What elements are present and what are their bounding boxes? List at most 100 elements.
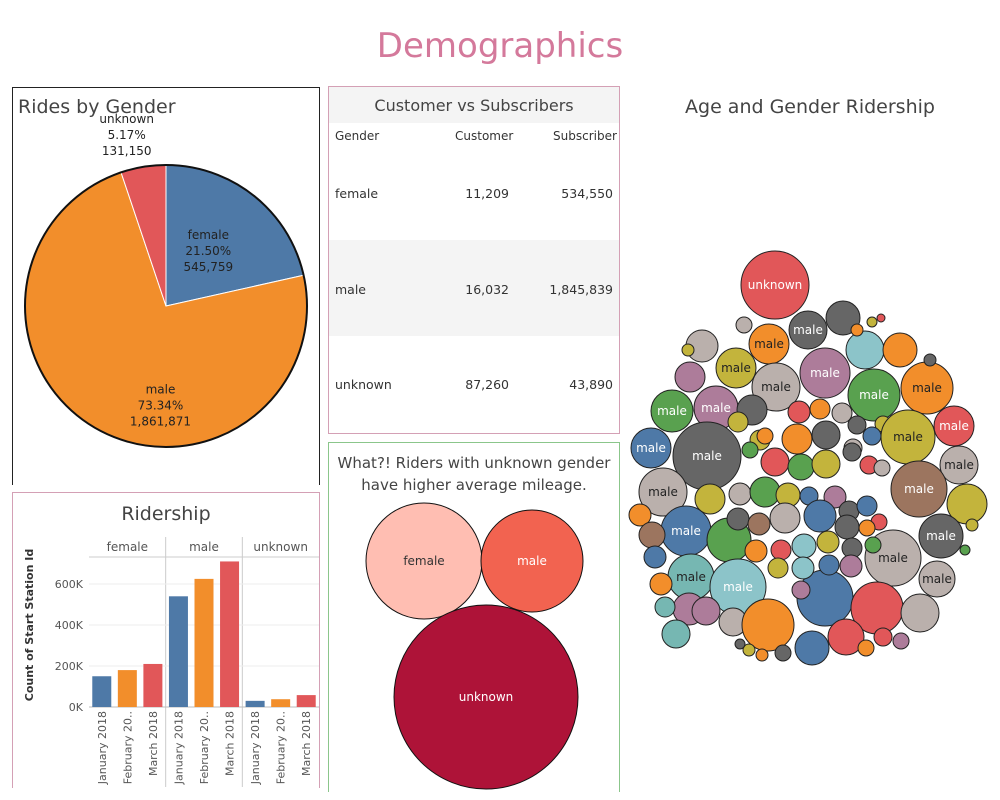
cluster-bubble [728, 482, 752, 506]
cluster-bubble [794, 630, 830, 666]
cluster-bubble-label: male [701, 401, 731, 415]
cluster-bubble-male [788, 310, 828, 350]
cluster-bubble [900, 593, 940, 633]
cluster-bubble [791, 533, 817, 559]
cluster-bubble [749, 476, 781, 508]
mileage-title-line1: What?! Riders with unknown gender [337, 454, 611, 472]
cluster-bubble [816, 530, 840, 554]
cluster-bubble-label: male [939, 419, 969, 433]
cluster-bubble [654, 596, 676, 618]
row-gender: male [335, 282, 366, 297]
pie-label: female [188, 228, 229, 242]
x-tick-label: March 2018 [224, 711, 237, 776]
ridership-panel: Ridership female male unknown 0K 200K 400K 600… [12, 492, 320, 788]
cluster-bubble-label: male [692, 449, 722, 463]
cluster-bubble [747, 512, 771, 536]
cluster-bubble [741, 441, 759, 459]
cluster-bubble-label: male [922, 572, 952, 586]
cluster-bubble-male [918, 513, 964, 559]
x-tick-label: February 20.. [198, 711, 211, 784]
cluster-bubble [839, 554, 863, 578]
cluster-bubble [727, 411, 749, 433]
bar-female-1 [117, 670, 137, 707]
cluster-bubble-unknown [740, 250, 810, 320]
cluster-bubble-label: male [878, 551, 908, 565]
cluster-bubble [845, 330, 885, 370]
cluster-bubble-undefined [741, 598, 795, 652]
mileage-bubble-male [480, 509, 584, 613]
facet-label-unknown: unknown [253, 540, 308, 554]
ridership-bar-chart: female male unknown 0K 200K 400K 600K Count of … [23, 537, 319, 787]
cluster-bubble-male [933, 405, 975, 447]
cluster-bubble [873, 459, 891, 477]
header-gender: Gender [335, 129, 380, 143]
cluster-bubble [857, 639, 875, 657]
cluster-bubble-label: male [721, 361, 751, 375]
bar-unknown-0 [245, 700, 265, 707]
cluster-bubble-label: male [761, 380, 791, 394]
cluster-bubble [735, 316, 753, 334]
bar-female-0 [92, 676, 112, 707]
cluster-bubble-label: male [810, 366, 840, 380]
cluster-bubble-label: male [893, 430, 923, 444]
x-tick-label: January 2018 [172, 711, 185, 785]
mileage-bubble-chart: female male unknown [365, 502, 584, 790]
cluster-bubble-male [890, 460, 948, 518]
cluster-bubble-label: male [657, 404, 687, 418]
bar-male-1 [194, 578, 214, 707]
cluster-bubble [755, 648, 769, 662]
cluster-bubble [691, 596, 721, 626]
bar-unknown-2 [296, 695, 316, 707]
header-customer: Customer [455, 129, 514, 143]
x-tick-label: January 2018 [96, 711, 109, 785]
header-subscriber: Subscriber [553, 129, 617, 143]
cluster-bubble [858, 519, 876, 537]
pie-chart: female 21.50% 545,759 male 73.34% 1,861,871 un… [24, 112, 308, 448]
cluster-bubble-male [799, 347, 851, 399]
cluster-bubble [850, 323, 864, 337]
cluster-bubble [756, 427, 774, 445]
age-gender-bubble-chart: unknownmalemalemalemalemalemalemalemalem… [628, 250, 988, 666]
cluster-bubble [825, 300, 861, 336]
cluster-bubble [726, 507, 750, 531]
cluster-bubble-label: male [912, 381, 942, 395]
row-customer: 87,260 [465, 377, 509, 392]
cluster-bubble [873, 627, 893, 647]
pie-count: 1,861,871 [130, 415, 191, 429]
bubble-cluster-title: Age and Gender Ridership [685, 96, 935, 118]
cluster-bubble-label: male [793, 323, 823, 337]
row-customer: 16,032 [465, 282, 509, 297]
cluster-bubble-label: male [926, 529, 956, 543]
cluster-bubble [923, 353, 937, 367]
cluster-bubble-male [939, 445, 979, 485]
table-title: Customer vs Subscribers [374, 96, 574, 115]
bar-female-2 [143, 663, 163, 707]
row-subscriber: 43,890 [569, 377, 613, 392]
cluster-bubble-label: male [859, 388, 889, 402]
mileage-bubble-label: male [517, 554, 547, 568]
cluster-bubble-male [751, 362, 801, 412]
cluster-bubble-label: male [636, 441, 666, 455]
cluster-bubble-male [638, 467, 688, 517]
cluster-bubble [744, 539, 768, 563]
ridership-title: Ridership [121, 503, 211, 525]
cluster-bubble [681, 343, 695, 357]
x-tick-label: January 2018 [249, 711, 262, 785]
cluster-bubble-male [650, 389, 694, 433]
x-tick-label: March 2018 [147, 711, 160, 776]
cluster-bubble-male [918, 560, 956, 598]
cluster-bubble [661, 619, 691, 649]
row-subscriber: 1,845,839 [549, 282, 613, 297]
customer-subscriber-panel: Customer vs Subscribers Gender Customer … [328, 86, 620, 434]
cluster-bubble [847, 415, 867, 435]
cluster-bubble-label: male [944, 458, 974, 472]
cluster-bubble [862, 426, 882, 446]
cluster-bubble-label: male [648, 485, 678, 499]
cluster-bubble [638, 521, 666, 549]
pie-count: 131,150 [102, 144, 152, 158]
cluster-bubble [809, 398, 831, 420]
cluster-bubble [628, 503, 652, 527]
cluster-bubble [834, 514, 860, 540]
cluster-bubble [774, 644, 792, 662]
row-gender: female [335, 186, 379, 201]
